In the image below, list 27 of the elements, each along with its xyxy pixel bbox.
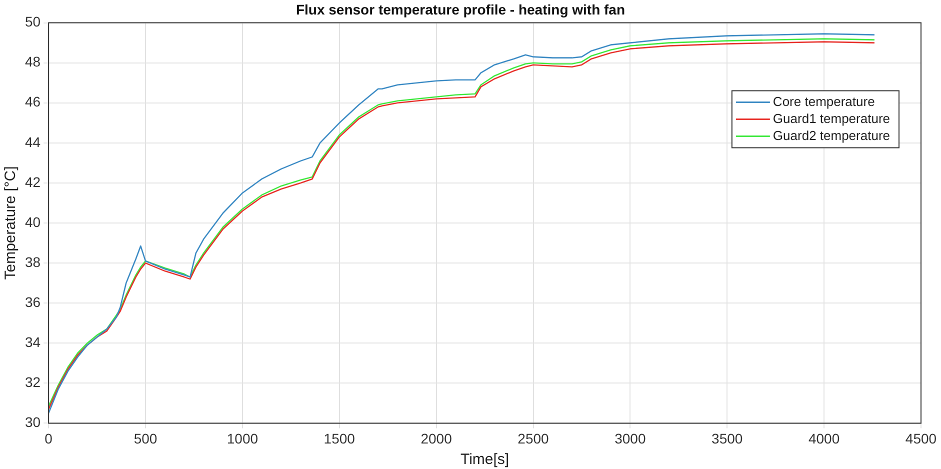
legend-label: Core temperature [772, 94, 875, 109]
y-tick-label: 40 [24, 214, 41, 230]
x-tick-label: 4500 [905, 430, 937, 446]
y-tick-label: 34 [24, 334, 41, 350]
x-axis-title: Time[s] [460, 451, 510, 468]
y-tick-label: 30 [24, 414, 41, 430]
x-tick-label: 3000 [614, 430, 646, 446]
chart-title: Flux sensor temperature profile - heating with fan [296, 1, 626, 18]
x-tick-label: 4000 [808, 430, 840, 446]
y-tick-label: 48 [24, 54, 41, 70]
x-tick-label: 1000 [226, 430, 258, 446]
x-tick-label: 2500 [518, 430, 550, 446]
y-tick-label: 50 [24, 14, 41, 30]
y-tick-label: 38 [24, 254, 41, 270]
y-tick-label: 32 [24, 374, 41, 390]
y-tick-label: 46 [24, 94, 41, 110]
y-tick-label: 36 [24, 294, 41, 310]
y-tick-label: 42 [24, 174, 41, 190]
legend-label: Guard2 temperature [772, 128, 890, 143]
x-tick-label: 3500 [712, 430, 743, 446]
x-tick-label: 500 [134, 430, 158, 446]
x-tick-label: 1500 [324, 430, 356, 446]
y-tick-label: 44 [24, 134, 41, 150]
x-tick-label: 2000 [420, 430, 452, 446]
x-tick-label: 0 [44, 430, 53, 446]
legend-label: Guard1 temperature [772, 110, 890, 126]
y-axis-title: Temperature [°C] [2, 166, 20, 280]
